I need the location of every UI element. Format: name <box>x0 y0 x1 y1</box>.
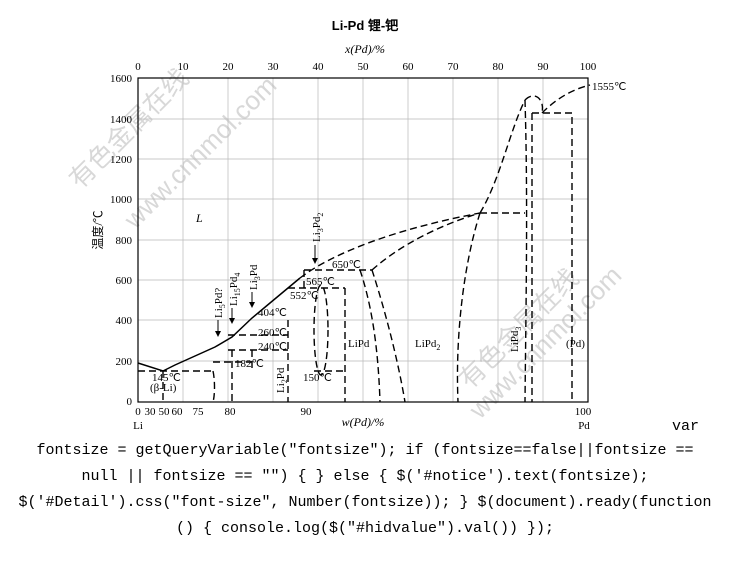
svg-text:90: 90 <box>301 406 313 418</box>
svg-text:75: 75 <box>193 406 205 418</box>
phase-li15pd4: Li15Pd4 <box>228 273 242 306</box>
phase-beta-li: (β-Li) <box>150 382 177 394</box>
svg-text:70: 70 <box>448 61 460 73</box>
svg-text:80: 80 <box>225 406 237 418</box>
svg-text:50: 50 <box>358 61 370 73</box>
code-line-3: null || fontsize == "") { } else { $('#n… <box>81 468 649 485</box>
svg-text:30: 30 <box>268 61 280 73</box>
liquidus-line <box>137 277 301 372</box>
plot-frame <box>137 77 589 403</box>
phase-lipd3: LiPd3 <box>509 327 523 352</box>
bottom-axis-label: w(Pd)/% <box>342 415 385 429</box>
temp-552: 552℃ <box>290 290 319 302</box>
temperature-labels: 1555℃ 650℃ 565℃ 552℃ 404℃ 260℃ 240℃ 182℃… <box>152 81 626 384</box>
left-end-label: Li <box>133 420 143 430</box>
svg-text:40: 40 <box>313 61 325 73</box>
phase-pd-solid: (Pd) <box>566 338 585 350</box>
temp-260: 260℃ <box>258 327 287 339</box>
arrow-head-icon <box>215 331 221 337</box>
temp-565: 565℃ <box>306 276 335 288</box>
svg-text:1000: 1000 <box>110 194 133 206</box>
phase-li2pd: Li2Pd <box>275 367 289 393</box>
temp-150: 150℃ <box>303 372 332 384</box>
bottom-tick-labels: 0 30 50 60 75 80 90 100 <box>135 406 592 418</box>
svg-text:100: 100 <box>580 61 597 73</box>
svg-text:20: 20 <box>223 61 235 73</box>
phase-lipd: LiPd <box>348 338 370 350</box>
phase-labels: L (β-Li) (Pd) LiPd LiPd2 LiPd3 Li2Pd Li3… <box>150 211 585 394</box>
grid <box>138 78 588 402</box>
svg-text:0: 0 <box>135 61 141 73</box>
svg-text:30: 30 <box>145 406 157 418</box>
left-axis-label: 温度/℃ <box>90 210 105 249</box>
svg-text:600: 600 <box>116 275 133 287</box>
svg-text:400: 400 <box>116 315 133 327</box>
svg-text:60: 60 <box>403 61 415 73</box>
phase-li3pd2: Li3Pd2 <box>311 213 325 242</box>
top-tick-labels: 0 10 20 30 40 50 60 70 80 90 100 <box>135 61 597 73</box>
svg-text:1400: 1400 <box>110 114 133 126</box>
phase-li3pd: Li3Pd <box>248 264 262 290</box>
code-line-2: fontsize = getQueryVariable("fontsize");… <box>36 442 694 459</box>
top-axis-label: x(Pd)/% <box>344 42 385 56</box>
code-line-1: var <box>672 418 700 435</box>
temp-182: 182℃ <box>235 358 264 370</box>
svg-text:0: 0 <box>135 406 141 418</box>
svg-text:800: 800 <box>116 235 133 247</box>
svg-text:80: 80 <box>493 61 505 73</box>
arrow-head-icon <box>229 318 235 324</box>
temp-650: 650℃ <box>332 259 361 271</box>
chart-title: Li-Pd 锂-钯 <box>332 18 398 33</box>
temp-240: 240℃ <box>258 341 287 353</box>
phase-diagram: 有色金属在线 www.cnnmol.com 有色金属在线 www.cnnmol.… <box>63 18 627 430</box>
svg-text:60: 60 <box>172 406 184 418</box>
right-end-label: Pd <box>578 420 590 430</box>
phase-lipd2: LiPd2 <box>415 338 440 352</box>
svg-text:90: 90 <box>538 61 550 73</box>
svg-text:1600: 1600 <box>110 73 133 85</box>
y-tick-labels: 1600 1400 1200 1000 800 600 400 200 0 <box>110 73 133 408</box>
phase-boundaries <box>138 84 591 403</box>
svg-text:100: 100 <box>575 406 592 418</box>
phase-li5pd: Li5Pd? <box>213 288 227 318</box>
svg-text:0: 0 <box>127 396 133 408</box>
phase-liquid: L <box>195 211 203 225</box>
code-line-5: () { console.log($("#hidvalue").val()) }… <box>175 520 555 537</box>
temp-404: 404℃ <box>258 307 287 319</box>
arrow-head-icon <box>312 258 318 264</box>
code-line-4: $('#Detail').css("font-size", Number(fon… <box>18 494 712 511</box>
svg-text:200: 200 <box>116 356 133 368</box>
temp-145: 145℃ <box>152 372 181 384</box>
arrow-head-icon <box>249 302 255 308</box>
svg-text:10: 10 <box>178 61 190 73</box>
svg-text:50: 50 <box>159 406 171 418</box>
temp-pd-melt: 1555℃ <box>592 81 626 93</box>
svg-text:1200: 1200 <box>110 154 133 166</box>
